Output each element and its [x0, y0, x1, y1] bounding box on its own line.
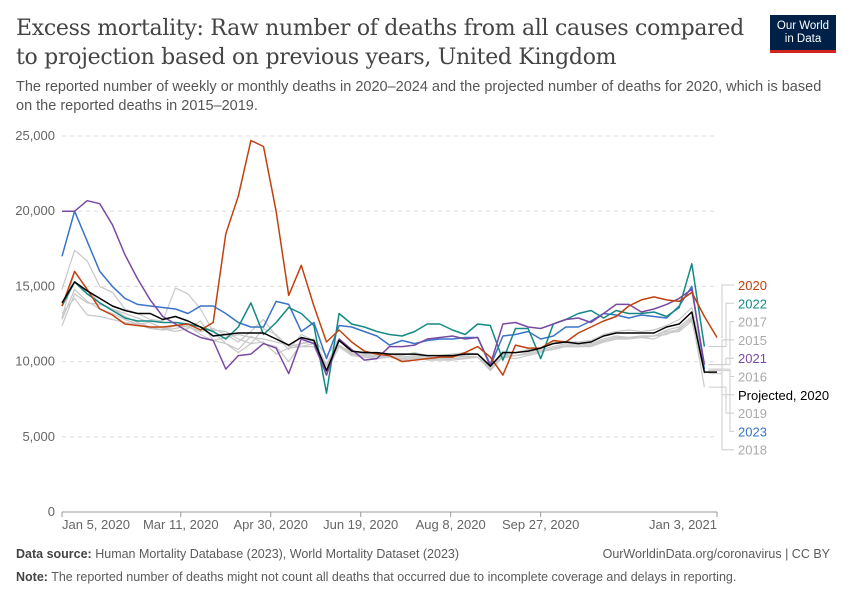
- series-line-2019: [61, 288, 705, 388]
- owid-logo[interactable]: Our World in Data: [770, 15, 836, 53]
- legend-label: 2021: [738, 351, 767, 366]
- legend-label: 2023: [738, 424, 767, 439]
- x-tick-label: Mar 11, 2020: [143, 517, 219, 532]
- x-tick-label: Jun 19, 2020: [323, 517, 398, 532]
- x-tick-label: Jan 5, 2020: [62, 517, 130, 532]
- legend-label: 2019: [738, 406, 767, 421]
- x-tick-label: Apr 30, 2020: [234, 517, 308, 532]
- source-label: Data source:: [16, 547, 92, 561]
- logo-line2: in Data: [784, 33, 822, 45]
- legend-label: 2020: [738, 278, 767, 293]
- y-tick-label: 0: [48, 504, 55, 519]
- y-tick-label: 25,000: [15, 128, 55, 143]
- series-line-2020: [61, 139, 718, 376]
- legend-leader-line: [721, 284, 734, 339]
- data-source: Data source: Human Mortality Database (2…: [16, 547, 459, 561]
- legend-label: 2018: [738, 443, 767, 458]
- legend-label: Projected, 2020: [738, 388, 829, 403]
- series-line-projected-2020: [61, 281, 717, 373]
- y-tick-label: 10,000: [15, 354, 55, 369]
- note-text: The reported number of deaths might not …: [51, 570, 737, 584]
- legend-label: 2015: [738, 333, 767, 348]
- chart-area: 0 5,000 10,000 15,000 20,000 25,000 Jan 5, 202…: [15, 128, 829, 532]
- source-text[interactable]: Human Mortality Database (2023), World M…: [95, 547, 460, 561]
- legend-leader-line: [708, 357, 734, 366]
- legend-label: 2022: [738, 296, 767, 311]
- y-tick-label: 5,000: [22, 429, 55, 444]
- legend-leader-line: [708, 373, 734, 451]
- series-line-2022: [61, 263, 706, 394]
- chart-title: Excess mortality: Raw number of deaths f…: [16, 16, 744, 70]
- footer-note: Note: The reported number of deaths migh…: [16, 570, 736, 584]
- logo-line1: Our World: [776, 20, 830, 32]
- x-tick-label: Jan 3, 2021: [649, 517, 717, 532]
- series-line-2021: [62, 199, 706, 376]
- note-label: Note:: [16, 570, 48, 584]
- footer-url[interactable]: OurWorldinData.org/coronavirus | CC BY: [602, 547, 830, 561]
- legend-label: 2017: [738, 315, 767, 330]
- legend-leader-line: [708, 302, 734, 348]
- y-tick-label: 20,000: [15, 203, 55, 218]
- x-tick-label: Aug 8, 2020: [416, 517, 486, 532]
- y-tick-label: 15,000: [15, 278, 55, 293]
- legend-label: 2016: [738, 370, 767, 385]
- series-line-2018: [61, 249, 705, 374]
- chart-subtitle: The reported number of weekly or monthly…: [16, 79, 822, 114]
- legend-leader-line: [721, 371, 734, 396]
- x-tick-label: Sep 27, 2020: [502, 517, 579, 532]
- series-line-2023: [61, 210, 706, 370]
- legend-leader-line: [708, 368, 734, 432]
